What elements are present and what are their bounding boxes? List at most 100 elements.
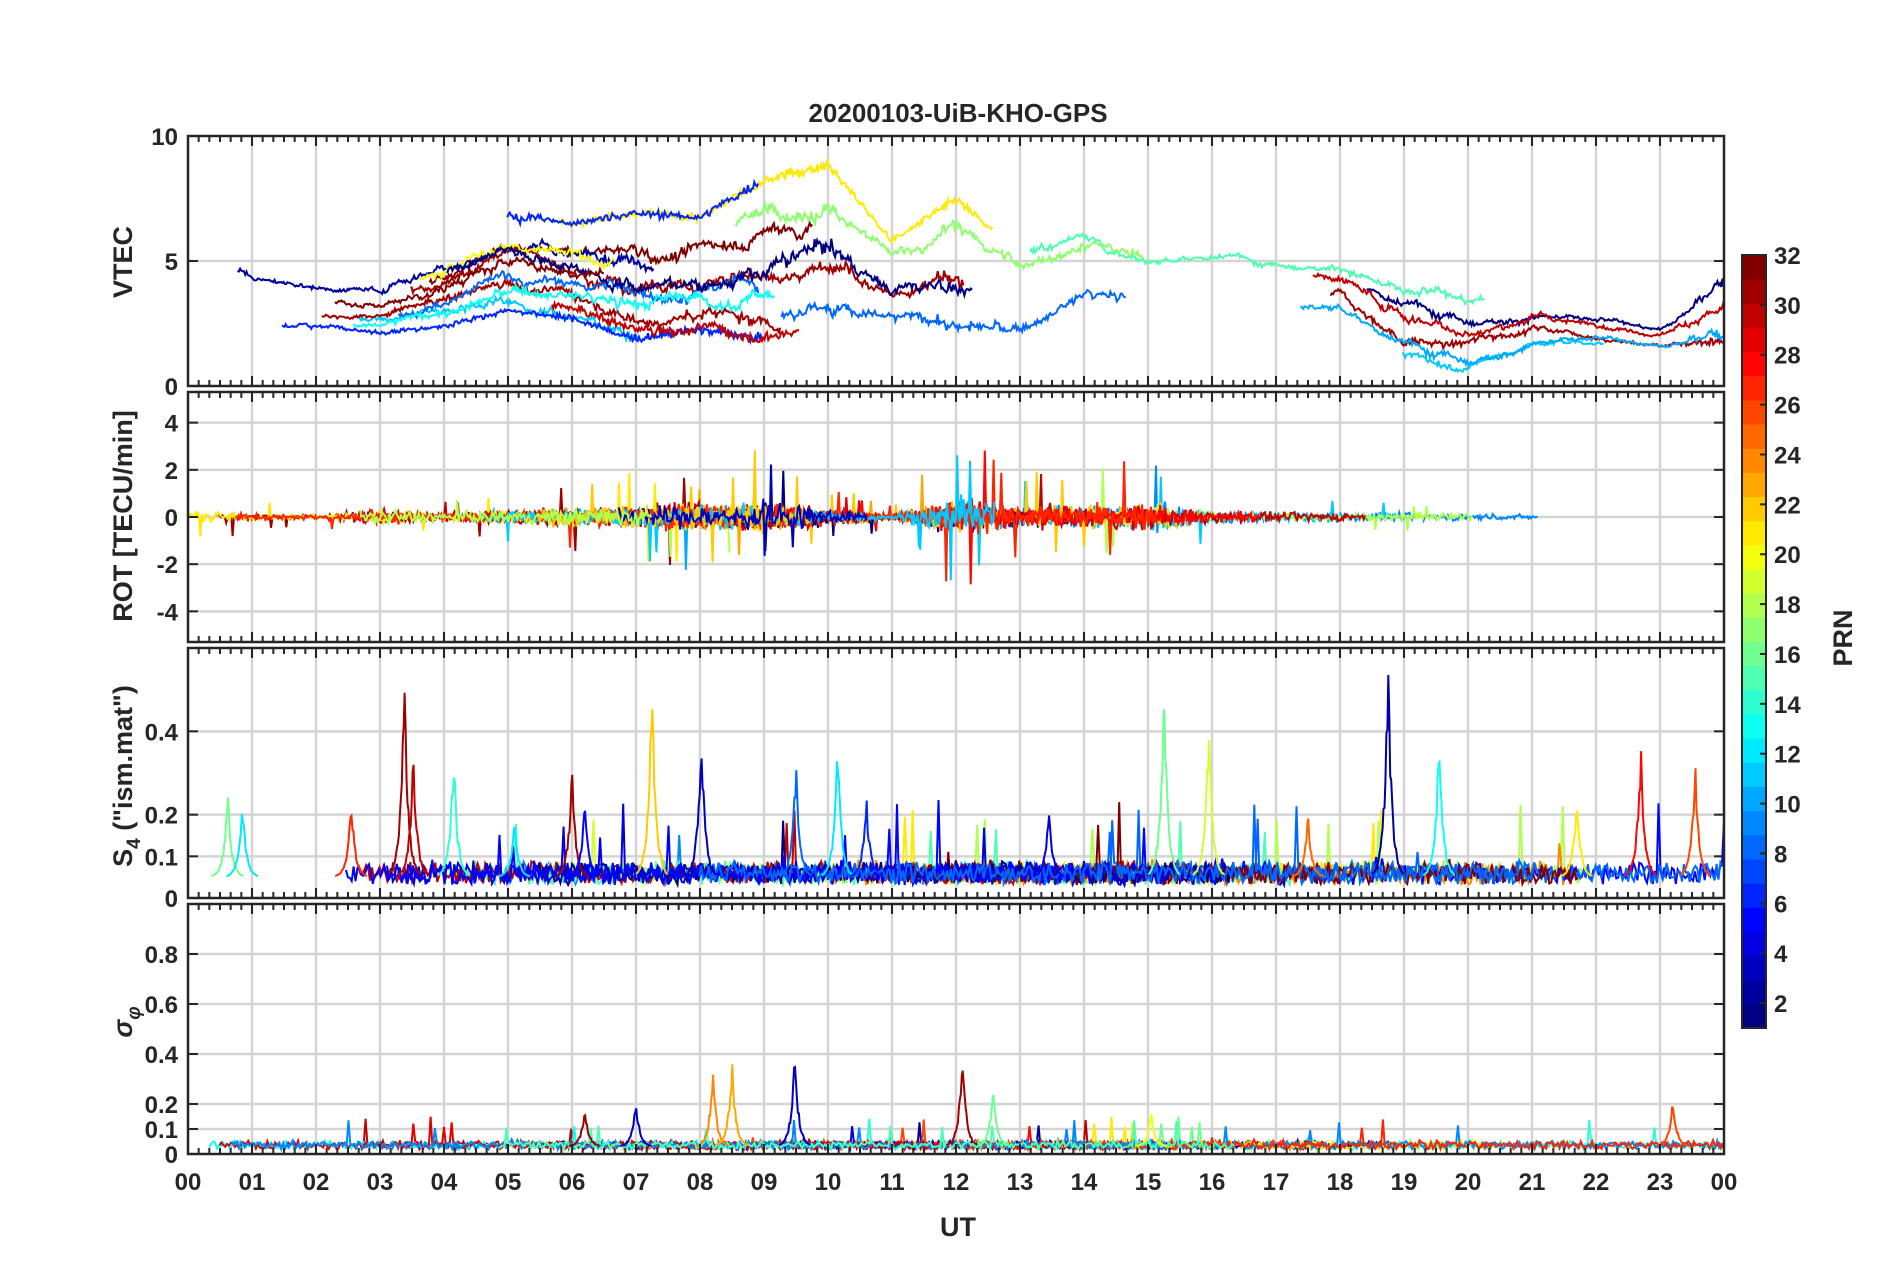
series-line: [1299, 302, 1724, 368]
x-tick-label: 08: [687, 1169, 714, 1196]
x-tick-label: 20: [1455, 1169, 1482, 1196]
spike-line: [779, 770, 813, 877]
colorbar-frame: [1741, 254, 1767, 1029]
spike-line: [1422, 758, 1456, 877]
x-tick-label: 16: [1199, 1169, 1226, 1196]
spike-line: [946, 1070, 979, 1146]
panel-s4: 0 0.1 0.2 0.4: [145, 646, 1726, 913]
colorbar-tick-label: 18: [1774, 592, 1801, 619]
y-tick-label: 4: [165, 411, 179, 438]
x-tick-label: 04: [431, 1169, 458, 1196]
x-tick-labels: 00 01 02 03 04 05 06 07 08 09 10 11 12 13 14 15 16 17 18 19…: [175, 1169, 1738, 1196]
panel-sigma_phi: 00.10.2 0.4 0.6 0.8: [145, 902, 1726, 1169]
x-tick-label: 09: [751, 1169, 778, 1196]
spike-line: [1624, 751, 1658, 877]
spike-line: [1291, 818, 1324, 878]
spike-line: [211, 797, 244, 877]
colorbar-band: [1742, 520, 1766, 546]
x-tick-label: 06: [559, 1169, 586, 1196]
y-tick-label: 0.8: [145, 942, 178, 969]
data-rot: [187, 450, 1538, 585]
ticks-sigma_phi: [187, 904, 1725, 1155]
y-tick-label: 0.1: [145, 844, 178, 871]
y-tick-label: 0.2: [145, 803, 178, 830]
series-line: [446, 236, 973, 300]
colorbar-band: [1742, 931, 1766, 957]
x-tick-label: 05: [495, 1169, 522, 1196]
colorbar-tick-label: 4: [1774, 941, 1788, 968]
x-tick-label: 00: [175, 1169, 202, 1196]
y-label-part: ("ism.mat"): [108, 685, 138, 838]
x-tick-label: 22: [1583, 1169, 1610, 1196]
spike-line: [437, 777, 470, 877]
spike-line: [1147, 708, 1181, 876]
colorbar-band: [1742, 375, 1766, 401]
series-line: [698, 804, 1534, 887]
spike-line: [635, 709, 669, 876]
colorbar-tick-label: 12: [1774, 742, 1801, 769]
y-tick-label: 0: [165, 505, 178, 532]
colorbar-tick-label: 26: [1774, 393, 1801, 420]
x-tick-label: 03: [367, 1169, 394, 1196]
colorbar-band: [1742, 303, 1766, 328]
panel-vtec: 0 5 10: [151, 124, 1726, 401]
colorbar-band: [1742, 448, 1766, 473]
spike-line: [226, 813, 259, 878]
series-line: [506, 178, 760, 228]
colorbar-band: [1742, 255, 1766, 280]
series-line: [551, 299, 800, 344]
y-tick-label: 0: [165, 886, 178, 913]
y-axis-label-sigma-phi: σφ: [108, 1006, 145, 1037]
series-line: [734, 200, 1145, 271]
colorbar-band: [1742, 327, 1766, 353]
series-line: [321, 277, 782, 334]
spike-line: [778, 1065, 811, 1147]
spike-line: [976, 1094, 1010, 1147]
series-line: [234, 503, 743, 548]
spike-line: [1192, 740, 1226, 876]
y-tick-label: 0.2: [145, 1092, 178, 1119]
colorbar-band: [1742, 424, 1766, 449]
spike-line: [850, 800, 883, 878]
x-tick-label: 23: [1647, 1169, 1674, 1196]
colorbar-label: PRN: [1828, 609, 1858, 666]
colorbar-tick-label: 14: [1774, 692, 1801, 719]
series-line: [418, 243, 615, 282]
colorbar-band: [1742, 955, 1766, 981]
colorbar-band: [1742, 713, 1766, 739]
series-line: [1029, 232, 1485, 307]
chart-title: 20200103-UiB-KHO-GPS: [808, 98, 1107, 128]
spike-line: [555, 774, 589, 877]
series-line: [617, 464, 868, 556]
colorbar-tick-label: 6: [1774, 891, 1787, 918]
x-axis-label: UT: [940, 1212, 976, 1242]
y-tick-label: 0: [165, 1142, 178, 1169]
x-tick-label: 17: [1263, 1169, 1290, 1196]
x-tick-label: 11: [879, 1169, 904, 1196]
colorbar-tick-label: 24: [1774, 442, 1801, 469]
spike-line: [684, 758, 718, 876]
y-tick-label: 2: [165, 458, 178, 485]
x-tick-label: 12: [943, 1169, 970, 1196]
x-tick-label: 07: [623, 1169, 650, 1196]
spike-line: [396, 764, 430, 877]
colorbar-tick-label: 20: [1774, 542, 1801, 569]
grid-vtec: [188, 136, 1724, 386]
series-line: [410, 243, 965, 300]
colorbar-band: [1742, 858, 1766, 884]
spike-line: [1678, 768, 1712, 877]
colorbar-band: [1742, 907, 1766, 932]
x-tick-label: 19: [1391, 1169, 1418, 1196]
colorbar-band: [1742, 472, 1766, 498]
colorbar-band: [1742, 689, 1766, 715]
colorbar-band: [1742, 810, 1766, 836]
y-tick-label: -2: [157, 552, 178, 579]
series-line: [359, 499, 653, 529]
ticks-rot: [187, 392, 1725, 642]
y-tick-label: -4: [157, 599, 179, 626]
x-tick-label: 21: [1519, 1169, 1546, 1196]
ticks-s4: [187, 648, 1725, 899]
